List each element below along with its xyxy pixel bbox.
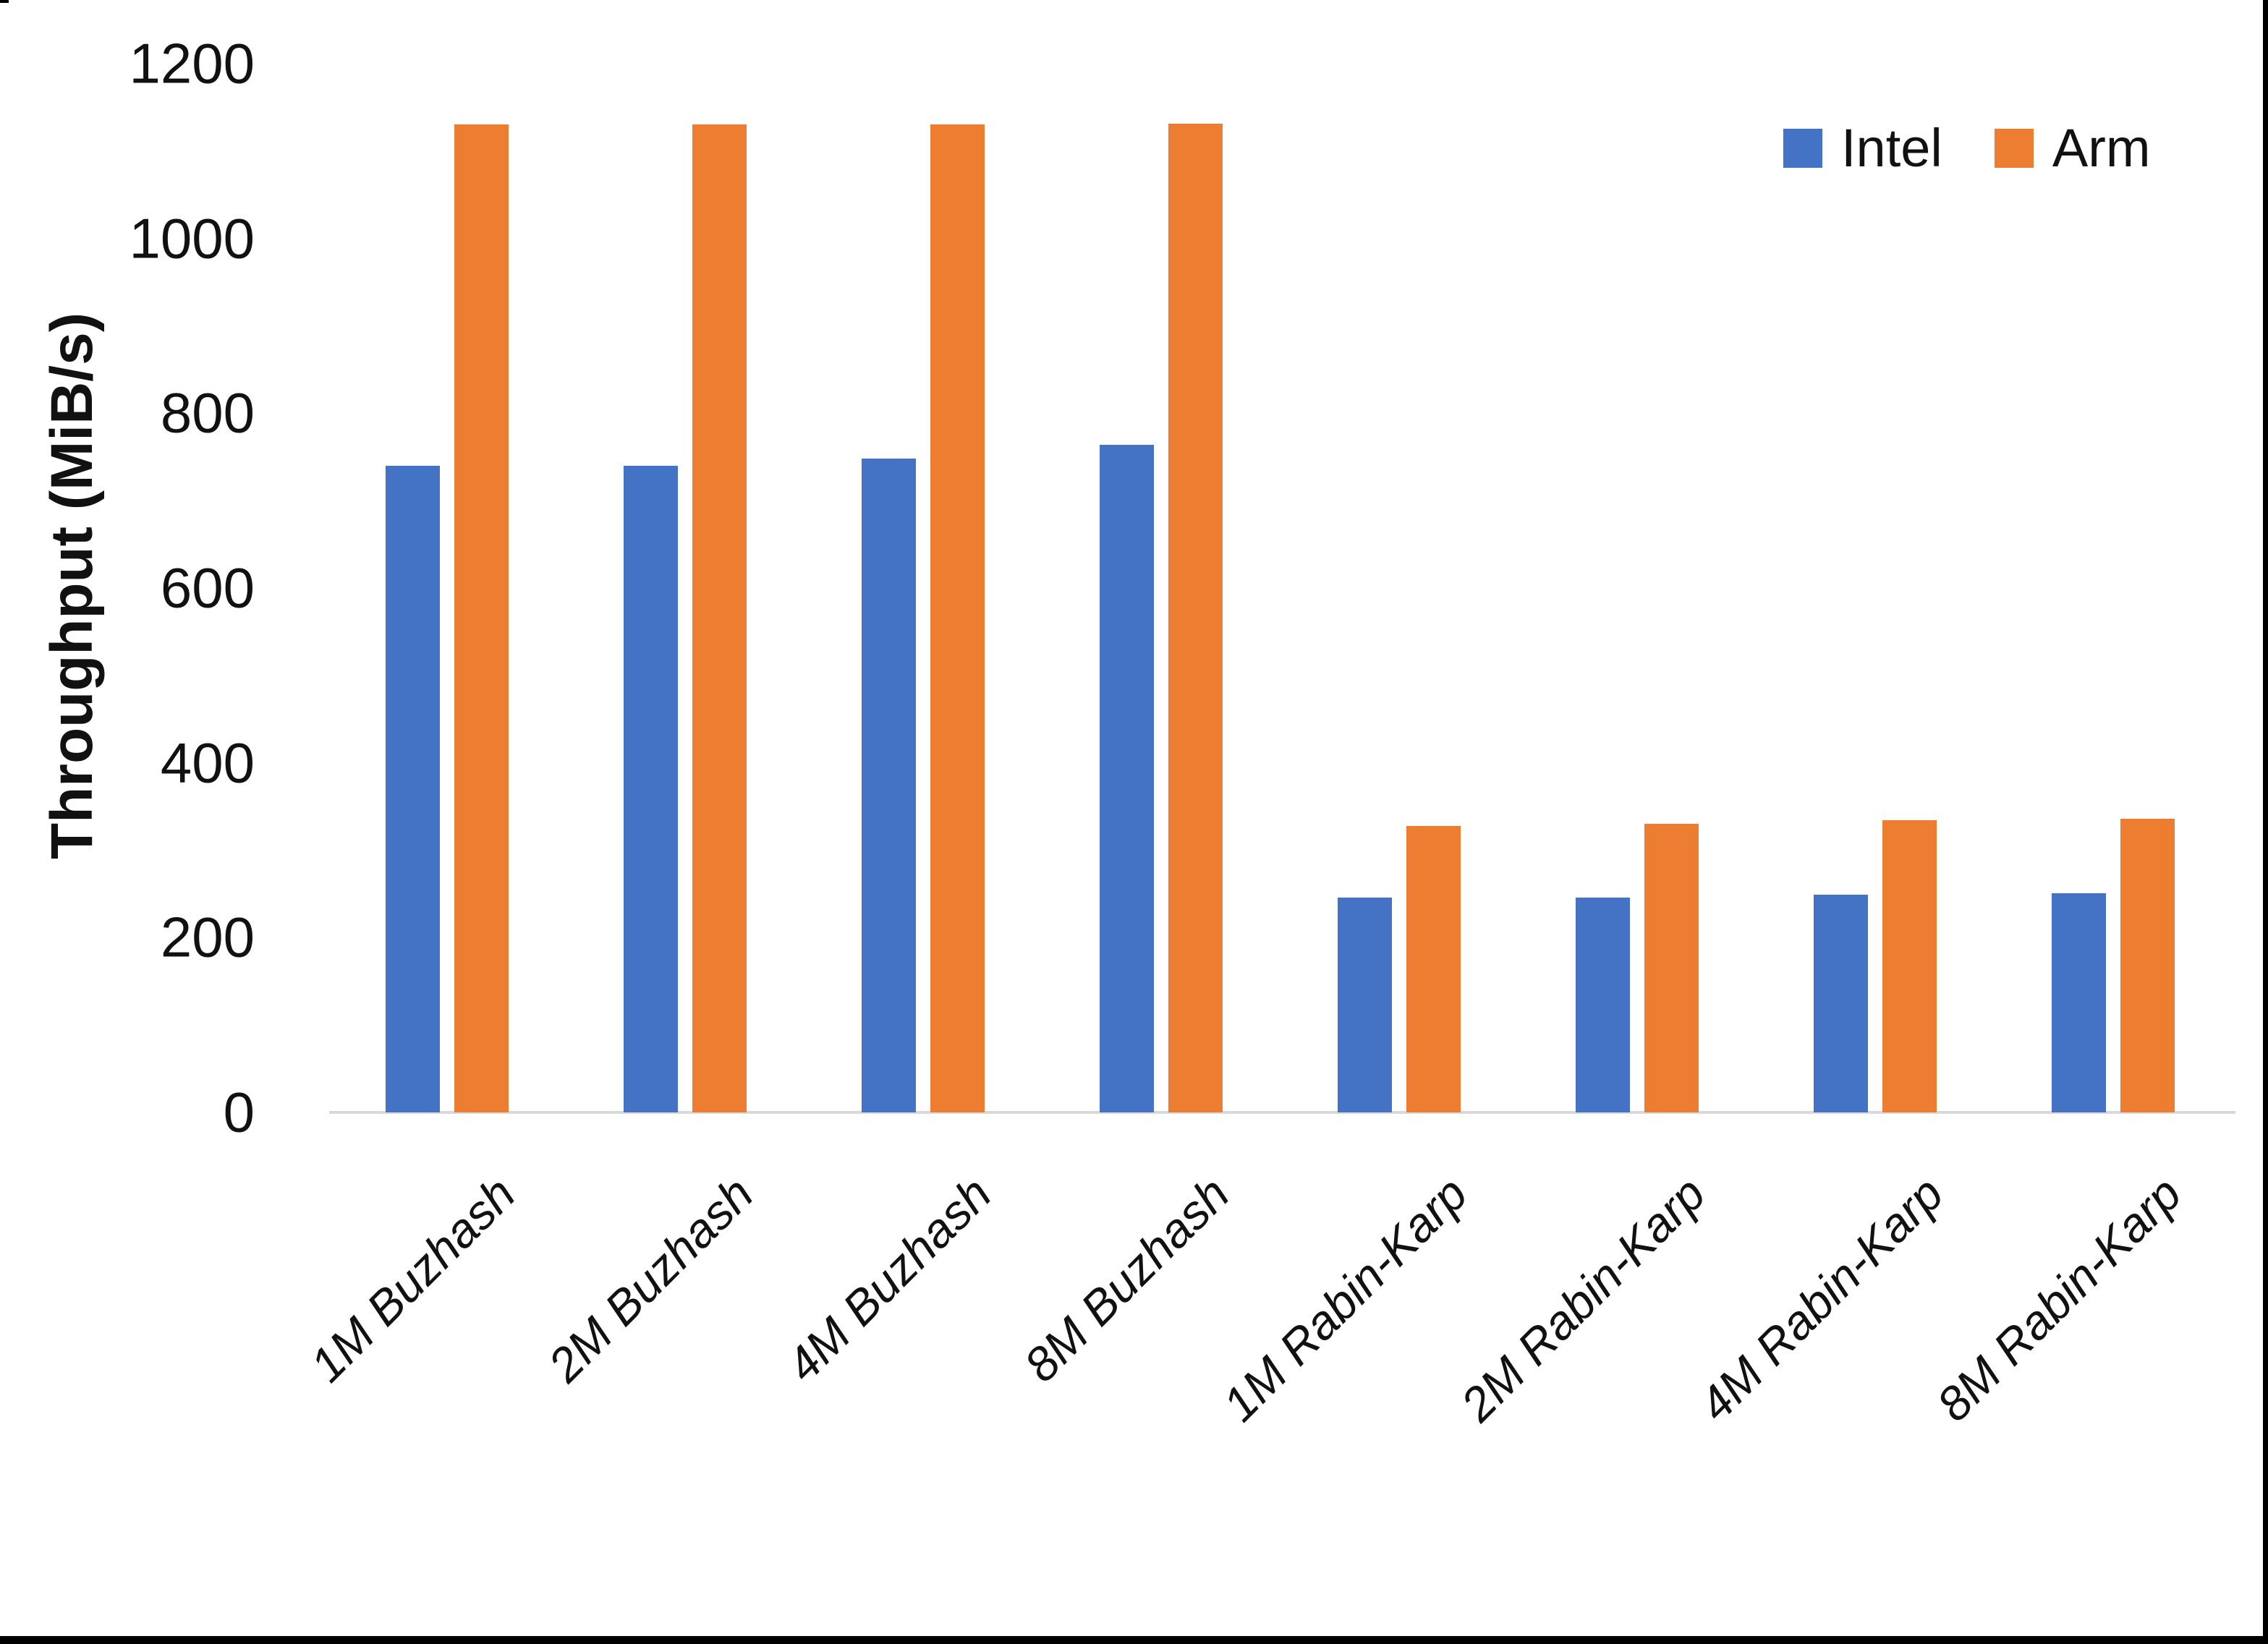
bar-intel-2m-buzhash xyxy=(624,466,678,1112)
legend-item-arm: Arm xyxy=(1994,118,2151,178)
bar-intel-1m-buzhash xyxy=(386,466,440,1112)
bar-intel-2m-rabin-karp xyxy=(1576,898,1630,1112)
frame-bottom-border xyxy=(0,1636,2268,1644)
bar-arm-2m-buzhash xyxy=(692,124,747,1112)
bar-arm-1m-buzhash xyxy=(454,124,509,1112)
legend-swatch-arm xyxy=(1994,129,2034,168)
bar-intel-4m-rabin-karp xyxy=(1814,895,1868,1112)
bar-arm-8m-rabin-karp xyxy=(2120,819,2175,1112)
bar-intel-8m-buzhash xyxy=(1100,445,1154,1112)
y-tick-label-800: 800 xyxy=(160,380,255,445)
bar-arm-4m-buzhash xyxy=(930,124,985,1112)
legend-item-intel: Intel xyxy=(1783,122,1942,175)
frame-right-border xyxy=(2263,0,2268,1644)
legend-label-arm: Arm xyxy=(2052,118,2151,178)
legend-label-intel: Intel xyxy=(1841,118,1942,178)
bar-arm-4m-rabin-karp xyxy=(1882,820,1937,1112)
x-axis-line xyxy=(329,1111,2235,1114)
bar-arm-1m-rabin-karp xyxy=(1406,826,1461,1112)
legend-swatch-intel xyxy=(1783,129,1822,168)
bar-arm-2m-rabin-karp xyxy=(1644,824,1699,1112)
y-tick-label-1200: 1200 xyxy=(129,31,255,95)
legend: Intel Arm xyxy=(1783,122,2151,175)
y-tick-label-400: 400 xyxy=(160,731,255,795)
frame-top-left-mark xyxy=(0,0,9,3)
bar-arm-8m-buzhash xyxy=(1168,124,1223,1112)
bar-intel-8m-rabin-karp xyxy=(2052,893,2106,1112)
x-category-label-1m-buzhash: 1M Buzhash xyxy=(300,1166,526,1392)
bar-intel-1m-rabin-karp xyxy=(1338,898,1392,1112)
y-tick-label-600: 600 xyxy=(160,555,255,620)
y-tick-label-1000: 1000 xyxy=(129,206,255,270)
y-tick-label-0: 0 xyxy=(223,1080,255,1144)
bar-intel-4m-buzhash xyxy=(862,459,916,1112)
y-tick-label-200: 200 xyxy=(160,905,255,969)
